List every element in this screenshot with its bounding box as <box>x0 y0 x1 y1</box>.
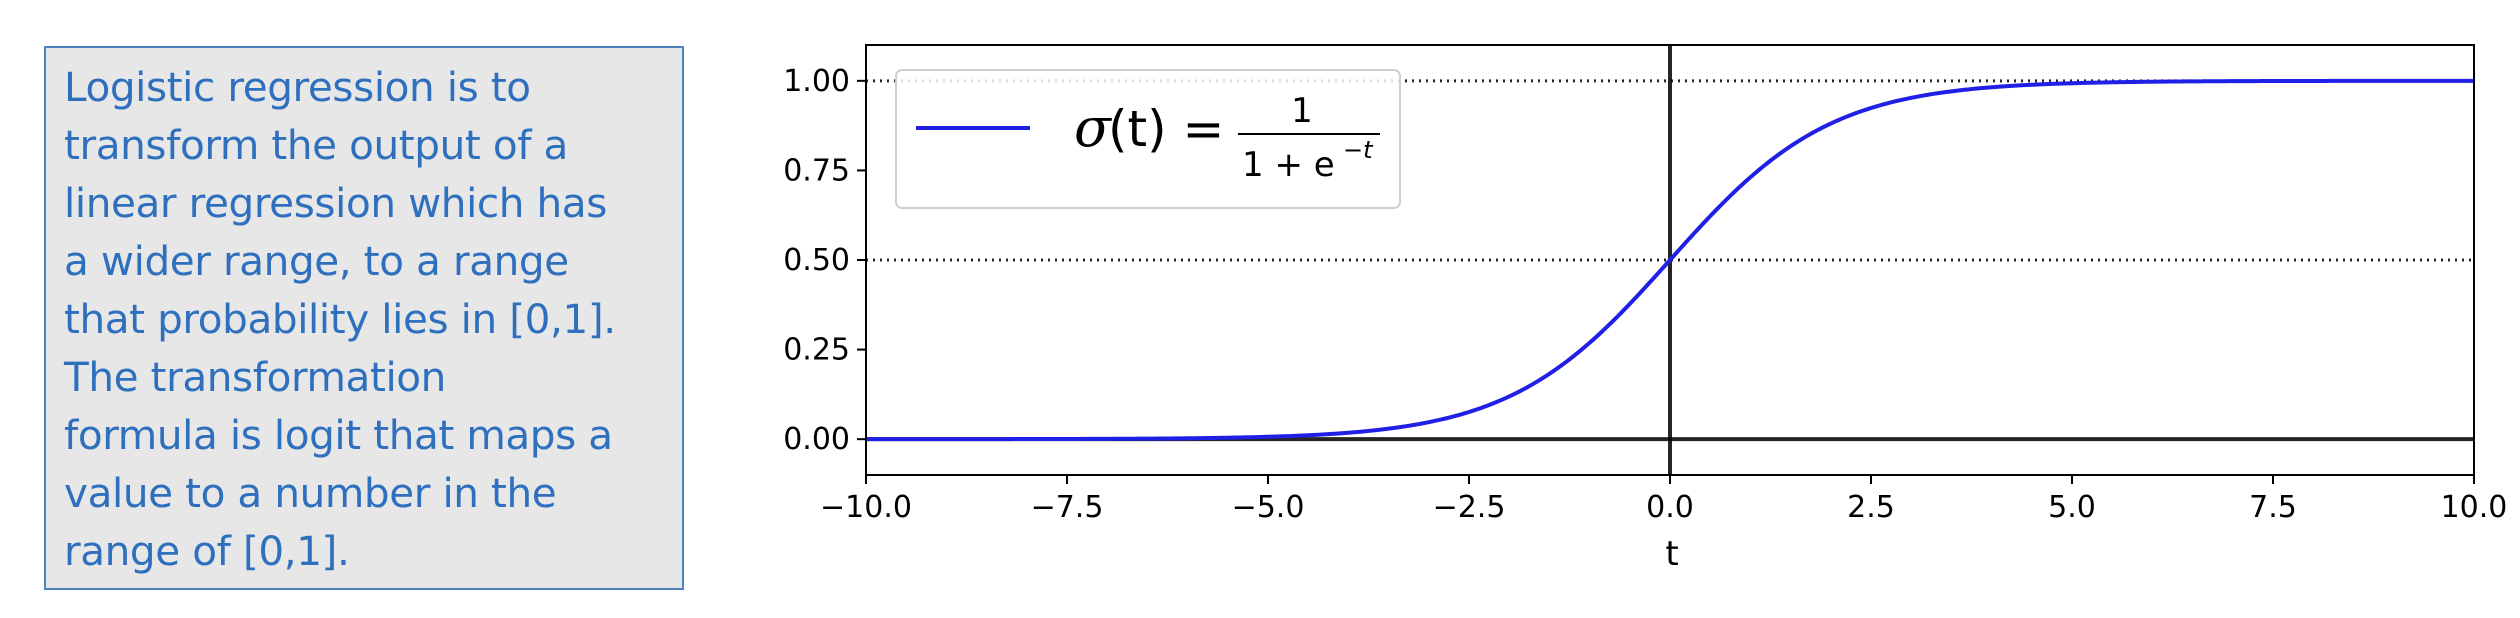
x-tick-label: 2.5 <box>1847 490 1895 525</box>
legend-sigma: σ <box>1074 96 1113 159</box>
x-tick-label: −7.5 <box>1031 490 1104 525</box>
explanation-text: Logistic regression is to transform the … <box>64 58 666 580</box>
y-tick-label: 0.00 <box>783 422 850 457</box>
explanation-line: The transformation <box>64 353 446 401</box>
explanation-line: Logistic regression is to <box>64 63 531 111</box>
y-tick-label: 0.25 <box>783 333 850 368</box>
x-tick-label: 0.0 <box>1646 490 1694 525</box>
explanation-line: value to a number in the <box>64 469 557 517</box>
x-tick-label: −10.0 <box>820 490 912 525</box>
legend-denominator: 1 + e <box>1242 145 1335 185</box>
legend-argument: (t) = <box>1108 100 1224 158</box>
x-tick-label: −5.0 <box>1232 490 1305 525</box>
legend-box <box>895 69 1401 209</box>
explanation-line: range of [0,1]. <box>64 527 350 575</box>
x-tick-label: 10.0 <box>2441 490 2508 525</box>
y-tick-label: 1.00 <box>783 64 850 99</box>
y-tick-label: 0.50 <box>783 243 850 278</box>
sigmoid-curve <box>866 78 2474 442</box>
explanation-box: Logistic regression is to transform the … <box>44 46 684 590</box>
explanation-line: a wider range, to a range <box>64 237 569 285</box>
explanation-line: transform the output of a <box>64 121 568 169</box>
legend: σ(t) = 1 1 + e −t <box>895 69 1401 209</box>
x-tick-label: 5.0 <box>2048 490 2096 525</box>
explanation-line: that probability lies in [0,1]. <box>64 295 616 343</box>
explanation-line: linear regression which has <box>64 179 607 227</box>
x-tick-label: 7.5 <box>2249 490 2297 525</box>
y-tick-label: 0.75 <box>783 153 850 188</box>
x-tick-label: −2.5 <box>1433 490 1506 525</box>
legend-numerator: 1 <box>1291 91 1313 131</box>
legend-exponent: −t <box>1343 136 1374 164</box>
x-axis-label: t <box>1665 534 1678 574</box>
explanation-line: formula is logit that maps a <box>64 411 613 459</box>
